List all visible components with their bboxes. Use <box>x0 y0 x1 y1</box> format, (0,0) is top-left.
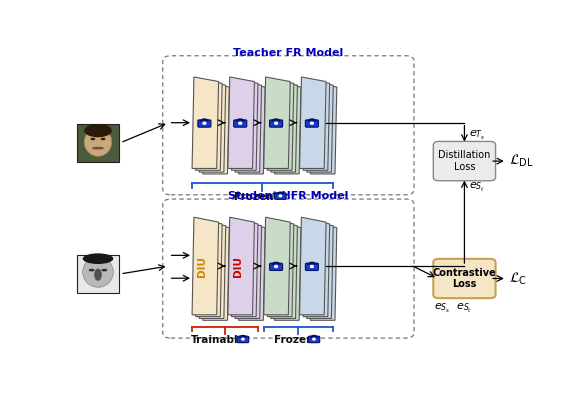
Ellipse shape <box>84 128 112 156</box>
Text: Student HFR Model: Student HFR Model <box>228 191 349 201</box>
Circle shape <box>279 195 281 197</box>
Circle shape <box>242 338 244 340</box>
Polygon shape <box>275 223 301 320</box>
Text: DIU: DIU <box>197 255 207 276</box>
FancyBboxPatch shape <box>163 56 414 195</box>
Polygon shape <box>196 79 222 170</box>
Ellipse shape <box>101 138 105 140</box>
Polygon shape <box>235 221 262 318</box>
Polygon shape <box>239 82 265 174</box>
Circle shape <box>239 122 242 124</box>
Circle shape <box>310 122 313 124</box>
Ellipse shape <box>94 268 102 281</box>
Ellipse shape <box>101 269 108 271</box>
Text: Frozen: Frozen <box>274 335 313 345</box>
Polygon shape <box>303 219 329 317</box>
Polygon shape <box>228 217 254 315</box>
Text: Distillation
Loss: Distillation Loss <box>438 150 491 172</box>
Polygon shape <box>203 223 229 320</box>
Ellipse shape <box>91 138 95 140</box>
Text: $\mathcal{L}_{\mathrm{DL}}$: $\mathcal{L}_{\mathrm{DL}}$ <box>509 153 533 169</box>
Polygon shape <box>199 81 226 172</box>
Polygon shape <box>307 221 334 318</box>
Text: $\mathcal{L}_{\mathrm{C}}$: $\mathcal{L}_{\mathrm{C}}$ <box>509 270 527 287</box>
Polygon shape <box>268 219 294 317</box>
FancyBboxPatch shape <box>269 120 283 127</box>
Polygon shape <box>303 79 329 170</box>
Polygon shape <box>264 77 290 168</box>
Polygon shape <box>239 223 265 320</box>
Text: $e_{S_t}$: $e_{S_t}$ <box>469 181 485 194</box>
Polygon shape <box>199 221 226 318</box>
Circle shape <box>275 266 277 268</box>
Circle shape <box>310 266 313 268</box>
FancyBboxPatch shape <box>198 120 211 127</box>
Text: Frozen: Frozen <box>234 192 273 202</box>
FancyBboxPatch shape <box>234 120 247 127</box>
Polygon shape <box>310 82 337 174</box>
Polygon shape <box>232 219 258 317</box>
Polygon shape <box>235 81 262 172</box>
Polygon shape <box>299 77 326 168</box>
Text: Teacher FR Model: Teacher FR Model <box>234 48 343 57</box>
FancyBboxPatch shape <box>269 263 283 270</box>
Polygon shape <box>203 82 229 174</box>
Ellipse shape <box>83 253 113 264</box>
Circle shape <box>203 122 206 124</box>
Text: DIU: DIU <box>233 255 243 276</box>
FancyBboxPatch shape <box>163 199 414 338</box>
Polygon shape <box>271 81 298 172</box>
FancyBboxPatch shape <box>237 336 249 343</box>
FancyBboxPatch shape <box>77 124 119 162</box>
Polygon shape <box>268 79 294 170</box>
Ellipse shape <box>88 269 95 271</box>
Polygon shape <box>275 82 301 174</box>
Ellipse shape <box>92 147 104 149</box>
Text: $e_{S_s}$  $e_{S_t}$: $e_{S_s}$ $e_{S_t}$ <box>434 302 472 315</box>
Polygon shape <box>196 219 222 317</box>
FancyBboxPatch shape <box>434 141 495 181</box>
Polygon shape <box>192 77 218 168</box>
Polygon shape <box>192 217 218 315</box>
Text: $e_{T_s}$: $e_{T_s}$ <box>469 129 485 142</box>
FancyBboxPatch shape <box>305 120 318 127</box>
FancyBboxPatch shape <box>275 193 286 199</box>
Polygon shape <box>228 77 254 168</box>
FancyBboxPatch shape <box>305 263 318 270</box>
FancyBboxPatch shape <box>434 259 495 298</box>
Text: Trainable: Trainable <box>191 335 246 345</box>
Polygon shape <box>232 79 258 170</box>
Ellipse shape <box>84 124 112 137</box>
Polygon shape <box>310 223 337 320</box>
Text: Contrastive
Loss: Contrastive Loss <box>432 268 497 289</box>
FancyBboxPatch shape <box>308 336 320 343</box>
Polygon shape <box>299 217 326 315</box>
Circle shape <box>313 338 315 340</box>
Ellipse shape <box>83 257 113 287</box>
Polygon shape <box>271 221 298 318</box>
FancyBboxPatch shape <box>77 255 119 293</box>
Circle shape <box>275 122 277 124</box>
Polygon shape <box>264 217 290 315</box>
Polygon shape <box>307 81 334 172</box>
